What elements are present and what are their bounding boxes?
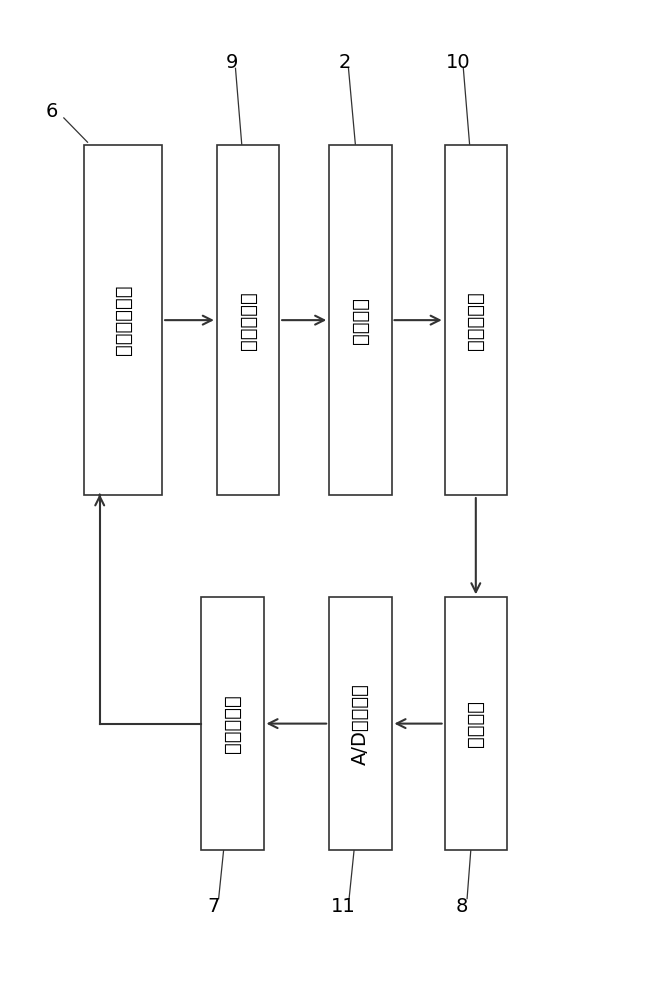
Bar	[201, 597, 263, 850]
Text: 微机处理器: 微机处理器	[223, 694, 242, 753]
Text: 11: 11	[331, 897, 356, 916]
Bar	[216, 145, 279, 495]
Text: 信号处理: 信号处理	[466, 700, 485, 747]
Text: 光轴表面: 光轴表面	[351, 297, 370, 344]
Text: 2: 2	[338, 53, 351, 72]
Text: 光电接收管: 光电接收管	[466, 291, 485, 350]
Bar	[445, 145, 507, 495]
Text: 红外发射管: 红外发射管	[239, 291, 258, 350]
Text: 6: 6	[45, 102, 57, 121]
Text: A/D采样电路: A/D采样电路	[351, 683, 370, 765]
Text: 10: 10	[446, 53, 471, 72]
Bar	[329, 145, 392, 495]
Text: 驱动电路模块: 驱动电路模块	[113, 285, 132, 355]
Text: 8: 8	[456, 897, 468, 916]
Bar	[329, 597, 392, 850]
Text: 7: 7	[207, 897, 220, 916]
Bar	[445, 597, 507, 850]
Bar	[84, 145, 162, 495]
Text: 9: 9	[226, 53, 239, 72]
